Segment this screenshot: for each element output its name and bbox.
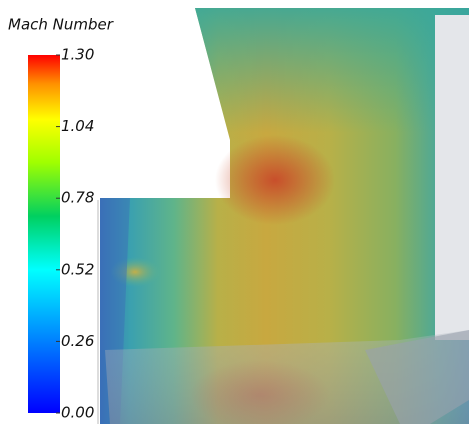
tick-label: 0.26 — [61, 332, 94, 350]
tick-label: 0.00 — [61, 404, 94, 422]
colorbar — [28, 55, 60, 413]
body-wall — [435, 15, 469, 340]
tick-label: 0.78 — [61, 189, 94, 207]
tick-label: 1.04 — [61, 117, 94, 135]
colorbar-ticks: 1.30 1.04 0.78 0.52 0.26 0.00 — [56, 46, 94, 422]
tick-label: 0.52 — [61, 260, 94, 278]
viewport: Mach Number 1.30 1.04 0.78 0.52 0.26 0.00 — [0, 0, 469, 424]
flow-field — [98, 8, 469, 424]
tick-label: 1.30 — [61, 46, 94, 64]
colorbar-title: Mach Number — [8, 16, 114, 34]
